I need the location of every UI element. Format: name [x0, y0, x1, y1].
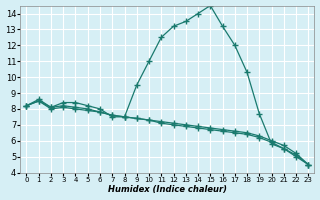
X-axis label: Humidex (Indice chaleur): Humidex (Indice chaleur) — [108, 185, 227, 194]
